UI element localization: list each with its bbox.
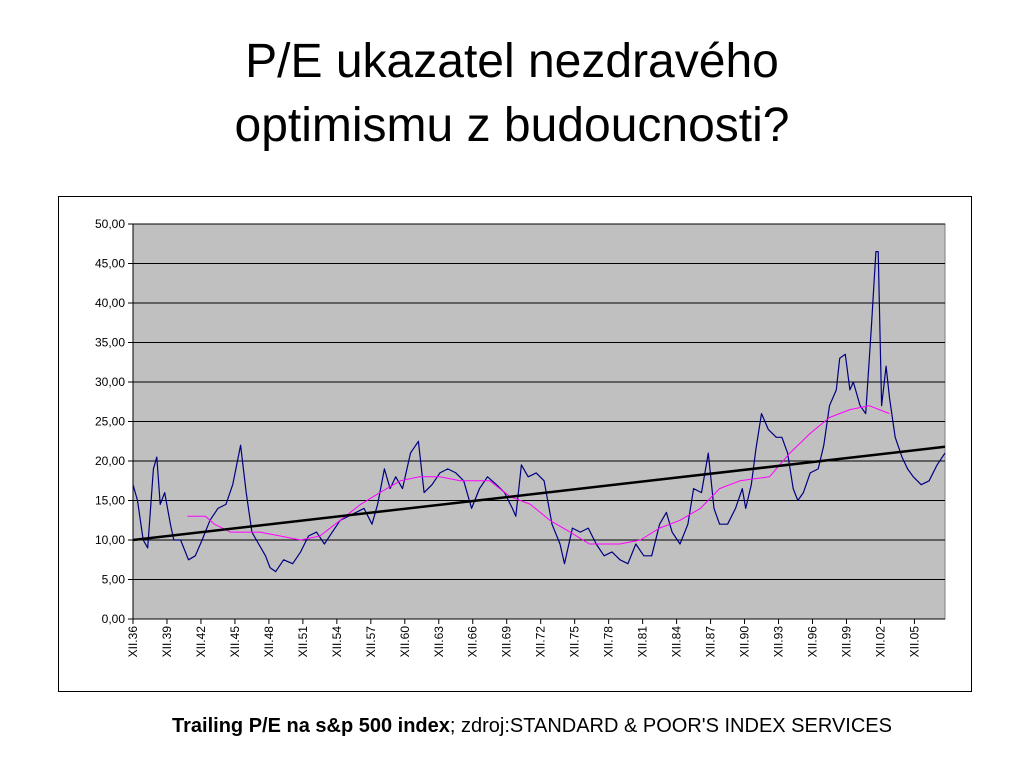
x-tick-label: XII.87 (704, 626, 718, 658)
caption-text: ; zdroj:STANDARD & POOR'S INDEX SERVICES (449, 715, 892, 737)
series-line (187, 405, 890, 545)
x-tick-label: XII.42 (194, 626, 208, 658)
y-tick-label: 25,00 (95, 415, 125, 429)
x-tick-label: XII.90 (738, 626, 752, 658)
x-tick-label: XII.72 (534, 626, 548, 658)
x-tick-label: XII.96 (805, 626, 819, 658)
x-tick-label: XII.57 (364, 626, 378, 658)
title-line: P/E ukazatel nezdravého (245, 35, 779, 88)
x-tick-label: XII.93 (772, 626, 786, 658)
series-line (132, 251, 946, 573)
y-tick-label: 40,00 (95, 296, 125, 310)
x-tick-label: XII.84 (670, 626, 684, 658)
slide-title: P/E ukazatel nezdravého optimismu z budo… (0, 30, 1024, 158)
title-line: optimismu z budoucnosti? (234, 99, 790, 152)
x-tick-label: XII.54 (330, 626, 344, 658)
x-tick-label: XII.69 (500, 626, 514, 658)
caption-bold: Trailing P/E na s&p 500 index (172, 715, 450, 737)
y-tick-label: 5,00 (102, 573, 126, 587)
x-tick-label: XII.48 (262, 626, 276, 658)
y-tick-label: 30,00 (95, 375, 125, 389)
x-tick-label: XII.66 (466, 626, 480, 658)
y-tick-label: 45,00 (95, 257, 125, 271)
x-tick-label: XII.02 (873, 626, 887, 658)
y-tick-label: 35,00 (95, 336, 125, 350)
chart: 0,00 5,00 10,00 15,00 20,00 25,00 30,00 35,00 40… (58, 196, 972, 692)
y-tick-label: 10,00 (95, 533, 125, 547)
caption: Trailing P/E na s&p 500 index; zdroj:STA… (0, 715, 1024, 738)
x-tick-label: XII.63 (432, 626, 446, 658)
x-tick-label: XII.99 (839, 626, 853, 658)
x-tick-label: XII.75 (568, 626, 582, 658)
x-tick-label: XII.60 (398, 626, 412, 658)
x-tick-label: XII.78 (602, 626, 616, 658)
x-tick-label: XII.51 (296, 626, 310, 658)
x-tick-label: XII.45 (228, 626, 242, 658)
y-tick-label: 50,00 (95, 217, 125, 231)
x-tick-label: XII.36 (126, 626, 140, 658)
series-line (132, 445, 946, 542)
x-tick-label: XII.81 (636, 626, 650, 658)
x-tick-label: XII.05 (907, 626, 921, 658)
x-tick-label: XII.39 (160, 626, 174, 658)
y-tick-label: 0,00 (102, 612, 126, 626)
y-tick-label: 15,00 (95, 494, 125, 508)
y-tick-label: 20,00 (95, 454, 125, 468)
